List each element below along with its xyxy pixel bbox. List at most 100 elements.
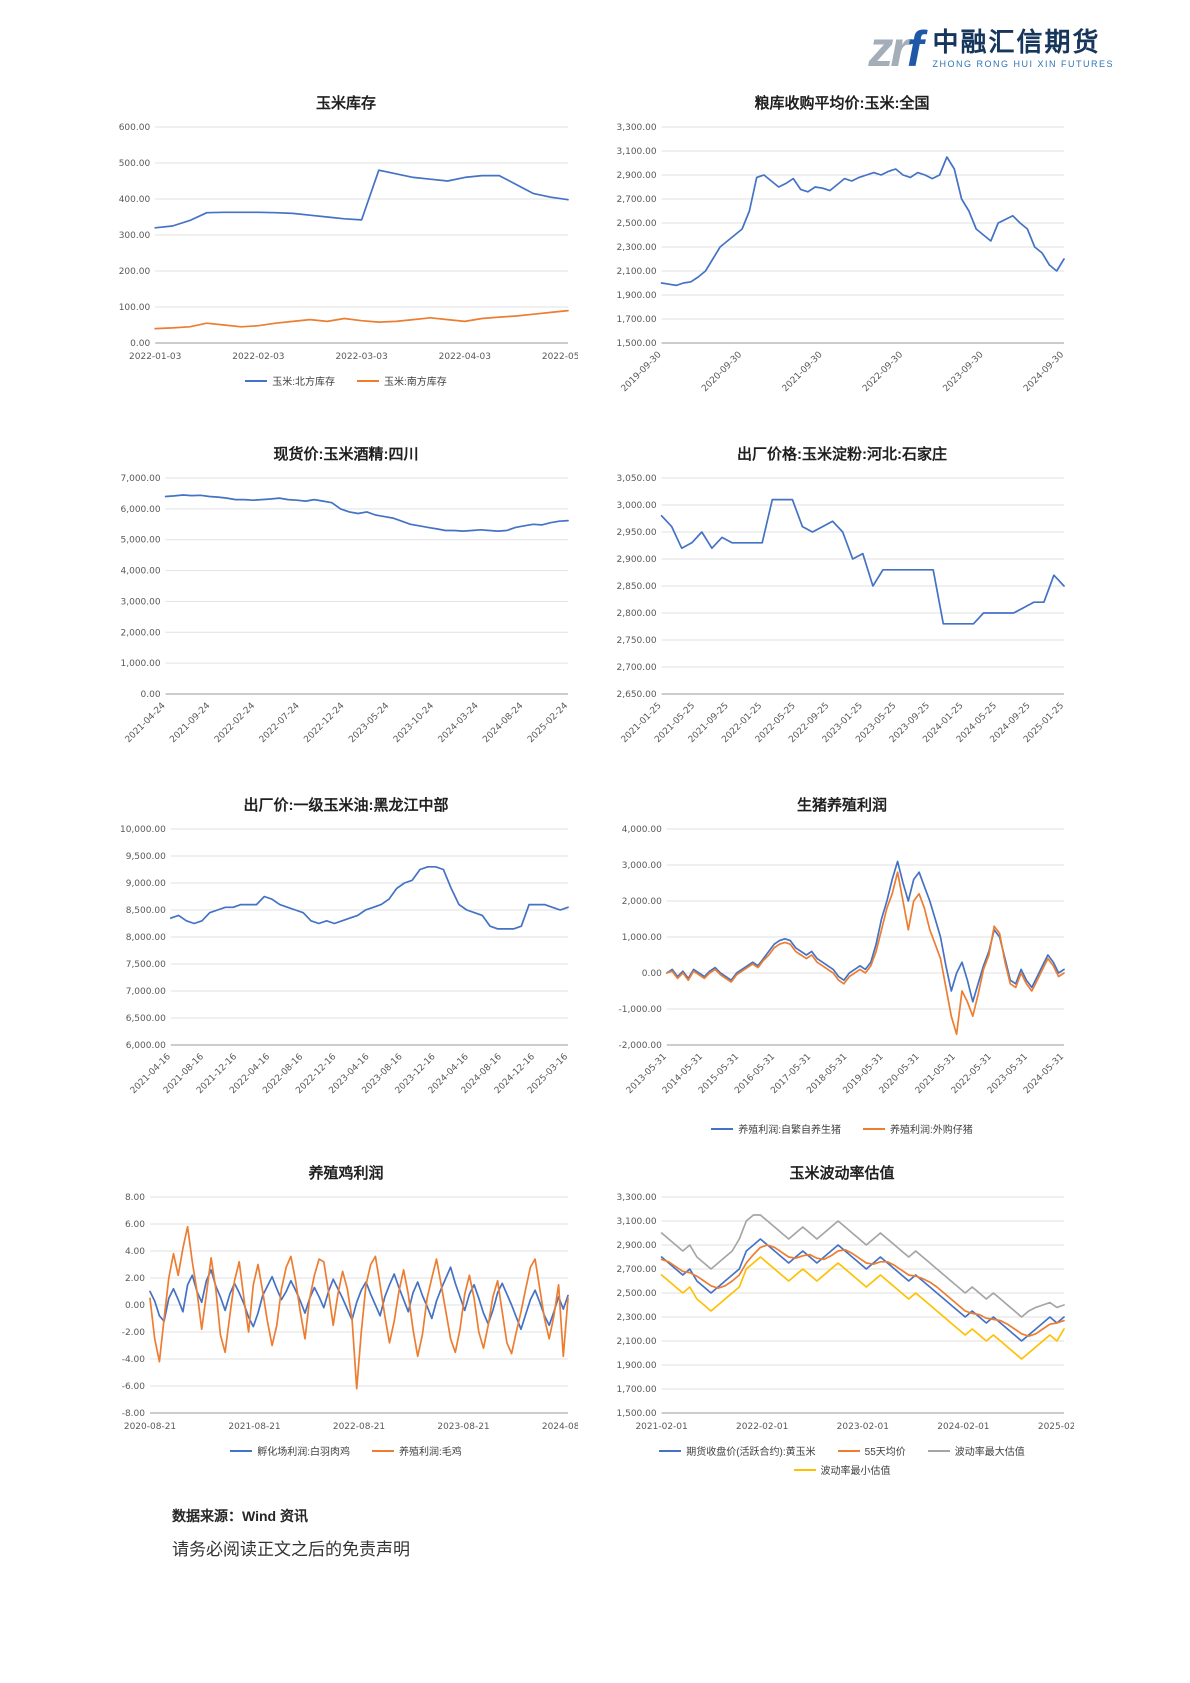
chart-legend: 玉米:北方库存 玉米:南方库存 — [161, 373, 531, 388]
y-tick-label: 3,000.00 — [622, 861, 662, 871]
line-chart-svg: -8.00 -6.00 -4.00 -2.00 0.00 2.00 4.00 6.00 8.00… — [122, 1193, 578, 1432]
x-tick-label: 2021-04-24 — [124, 701, 168, 745]
y-tick-label: 2,000.00 — [121, 628, 161, 638]
legend-item: 养殖利润:外购仔猪 — [863, 1121, 973, 1136]
series-line — [660, 1256, 1065, 1360]
line-chart-svg: 2,650.00 2,700.00 2,750.00 2,800.00 2,850.00… — [617, 474, 1067, 745]
chart-title: 出厂价格:玉米淀粉:河北:石家庄 — [737, 446, 947, 463]
y-tick-label: -8.00 — [122, 1409, 146, 1419]
x-tick-label: 2022-02-03 — [232, 352, 284, 362]
y-tick-label: 0.00 — [141, 690, 161, 700]
y-tick-label: 7,000.00 — [126, 987, 166, 997]
header-logo: zrf 中融汇信期货 ZHONG RONG HUI XIN FUTURES — [868, 24, 1114, 74]
series-line — [164, 494, 569, 532]
y-tick-label: 3,300.00 — [617, 1193, 657, 1203]
x-tick-label: 2022-05-03 — [542, 352, 578, 362]
x-tick-label: 2024-08-21 — [542, 1422, 578, 1432]
line-chart-svg: 0.00 1,000.00 2,000.00 3,000.00 4,000.00 5,00… — [121, 474, 571, 745]
legend-item: 波动率最小估值 — [793, 1462, 891, 1477]
company-name-cn: 中融汇信期货 — [932, 26, 1101, 57]
x-tick-label: 2022-01-03 — [129, 352, 181, 362]
y-tick-label: 3,300.00 — [617, 123, 657, 133]
legend-label: 玉米:北方库存 — [272, 377, 335, 388]
x-tick-label: 2020-09-30 — [700, 350, 744, 394]
y-tick-label: 2,850.00 — [617, 582, 657, 592]
x-tick-label: 2025-02-24 — [526, 701, 570, 745]
series-line — [665, 871, 1065, 1036]
legend-item: 期货收盘价(活跃合约):黄玉米 — [659, 1443, 816, 1458]
y-tick-label: 0.00 — [125, 1301, 145, 1311]
y-tick-label: 8,000.00 — [126, 933, 166, 943]
x-tick-label: 2023-09-30 — [942, 350, 986, 394]
x-tick-label: 2023-02-01 — [837, 1422, 889, 1432]
y-tick-label: 1,000.00 — [622, 933, 662, 943]
series-line — [660, 1238, 1065, 1342]
x-tick-label: 2020-08-21 — [124, 1422, 176, 1432]
chart-chicken-farming-profit: 养殖鸡利润 -8.00 -6.00 -4.00 -2.00 0.00 2.00 4.00 6.… — [112, 1162, 580, 1477]
y-tick-label: 3,000.00 — [617, 501, 657, 511]
x-tick-label: 2022-02-01 — [736, 1422, 788, 1432]
y-tick-label: 2,100.00 — [617, 1337, 657, 1347]
y-tick-label: 3,100.00 — [617, 147, 657, 157]
series-line — [660, 1244, 1065, 1338]
x-tick-label: 2022-04-03 — [439, 352, 491, 362]
legend-swatch — [837, 1449, 860, 1452]
x-tick-label: 2022-09-30 — [861, 350, 905, 394]
y-tick-label: 1,900.00 — [617, 291, 657, 301]
disclaimer-note: 请务必阅读正文之后的免责声明 — [172, 1540, 410, 1559]
y-tick-label: 6,500.00 — [126, 1014, 166, 1024]
y-tick-label: 2,900.00 — [617, 1241, 657, 1251]
series-line — [154, 309, 569, 330]
legend-item: 玉米:南方库存 — [357, 373, 447, 388]
x-tick-label: 2024-02-01 — [937, 1422, 989, 1432]
series-line — [660, 498, 1065, 625]
line-chart-svg: 0.00 100.00 200.00 300.00 400.00 500.00 600.00… — [119, 123, 578, 362]
y-tick-label: 2,650.00 — [617, 690, 657, 700]
x-tick-label: 2023-05-24 — [347, 701, 391, 745]
y-tick-label: 2,700.00 — [617, 1265, 657, 1275]
line-chart-svg: 6,000.00 6,500.00 7,000.00 7,500.00 8,000.00… — [120, 825, 570, 1096]
logo-f-text: f — [906, 21, 924, 77]
y-tick-label: 3,050.00 — [617, 474, 657, 484]
y-tick-label: 2,100.00 — [617, 267, 657, 277]
y-tick-label: 2,000.00 — [622, 897, 662, 907]
legend-label: 波动率最小估值 — [820, 1466, 891, 1477]
y-tick-label: 9,500.00 — [126, 852, 166, 862]
y-tick-label: 10,000.00 — [120, 825, 166, 835]
y-tick-label: 2,950.00 — [617, 528, 657, 538]
chart-hog-farming-profit: 生猪养殖利润 -2,000.00 -1,000.00 0.00 1,000.00 2,0… — [608, 794, 1076, 1136]
legend-swatch — [711, 1127, 734, 1130]
y-tick-label: 1,700.00 — [617, 315, 657, 325]
legend-label: 养殖利润:毛鸡 — [399, 1447, 462, 1458]
y-tick-label: 9,000.00 — [126, 879, 166, 889]
x-tick-label: 2022-07-24 — [258, 701, 302, 745]
y-tick-label: -4.00 — [122, 1355, 146, 1365]
legend-item: 玉米:北方库存 — [245, 373, 335, 388]
y-tick-label: 4,000.00 — [622, 825, 662, 835]
charts-grid: 玉米库存 0.00 100.00 200.00 300.00 400.00 500.00 6… — [112, 92, 1076, 1477]
line-chart-svg: 1,500.00 1,700.00 1,900.00 2,100.00 2,300.00… — [617, 123, 1067, 394]
y-tick-label: 2,700.00 — [617, 195, 657, 205]
y-tick-label: 2,700.00 — [617, 663, 657, 673]
y-tick-label: 2,800.00 — [617, 609, 657, 619]
y-tick-label: -1,000.00 — [618, 1005, 662, 1015]
chart-title: 出厂价:一级玉米油:黑龙江中部 — [243, 797, 449, 814]
data-source-note: 数据来源：Wind 资讯 — [172, 1508, 308, 1524]
legend-swatch — [245, 379, 268, 382]
company-name: 中融汇信期货 ZHONG RONG HUI XIN FUTURES — [932, 28, 1114, 70]
x-tick-label: 2023-08-21 — [437, 1422, 489, 1432]
x-tick-label: 2022-08-21 — [333, 1422, 385, 1432]
y-tick-label: 2,500.00 — [617, 219, 657, 229]
chart-legend: 养殖利润:自繁自养生猪 养殖利润:外购仔猪 — [657, 1121, 1027, 1136]
y-tick-label: 6,000.00 — [126, 1041, 166, 1051]
logo-zr-text: zr — [868, 21, 910, 77]
line-chart-svg: 1,500.00 1,700.00 1,900.00 2,100.00 2,300.00… — [617, 1193, 1074, 1432]
y-tick-label: -2,000.00 — [618, 1041, 662, 1051]
chart-national-corn-purchase-price: 粮库收购平均价:玉米:全国 1,500.00 1,700.00 1,900.00 2,… — [608, 92, 1076, 417]
y-tick-label: 3,000.00 — [121, 597, 161, 607]
legend-item: 55天均价 — [837, 1443, 906, 1458]
x-tick-label: 2021-08-21 — [228, 1422, 280, 1432]
y-tick-label: 6,000.00 — [121, 505, 161, 515]
y-tick-label: 1,900.00 — [617, 1361, 657, 1371]
series-line — [149, 1225, 569, 1390]
